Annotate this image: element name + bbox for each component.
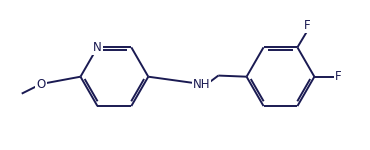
Text: N: N — [93, 41, 102, 54]
Text: F: F — [304, 19, 311, 32]
Text: NH: NH — [193, 78, 210, 91]
Text: F: F — [335, 70, 342, 83]
Text: O: O — [36, 78, 46, 91]
